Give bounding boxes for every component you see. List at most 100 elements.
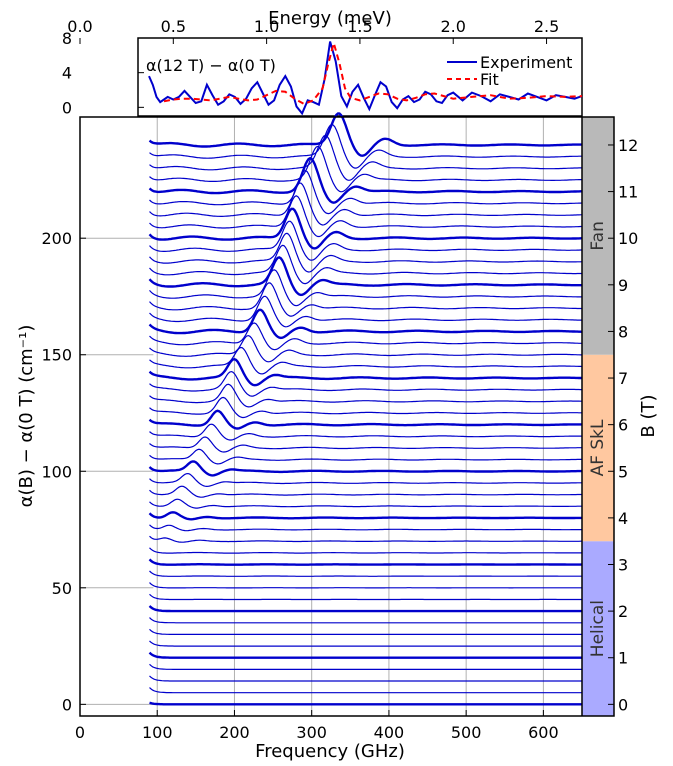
field-tick-label: 0 [618, 695, 628, 714]
field-axis-label: B (T) [638, 394, 659, 437]
field-spectrum-line [149, 370, 582, 397]
field-spectrum-line [149, 472, 582, 488]
field-spectrum-line [149, 617, 582, 624]
field-tick-label: 7 [618, 369, 628, 388]
field-spectrum-line [149, 123, 582, 169]
field-spectrum-line [149, 220, 582, 261]
field-tick-label: 2 [618, 602, 628, 621]
field-spectrum-line [148, 357, 582, 387]
y-tick-label: 150 [41, 346, 72, 365]
main-plot-frame [79, 116, 615, 717]
field-spectrum-line [149, 663, 582, 670]
top-energy-ticks: 0.0 0.5 1.0 1.5 2.0 2.5 [67, 17, 559, 44]
field-spectrum-line [149, 535, 582, 543]
field-spectrum-line [148, 511, 582, 521]
top-plot-frame [137, 37, 583, 117]
phase-band [582, 117, 614, 355]
field-spectrum-line [149, 195, 582, 238]
x-tick-label: 400 [374, 723, 405, 742]
y-tick-label: 50 [52, 579, 72, 598]
field-tick-label: 3 [618, 556, 628, 575]
field-spectrum-line [149, 282, 582, 317]
field-tick-label: 6 [618, 416, 628, 435]
field-spectrum-line [149, 169, 583, 215]
top-tick-label: 0.0 [67, 17, 92, 36]
field-spectrum-line [149, 269, 583, 307]
x-tick-label: 300 [296, 723, 327, 742]
field-spectrum-line [149, 547, 582, 554]
top-panel: 0.0 0.5 1.0 1.5 2.0 2.5 0 4 8 Energy (meV) α(12… [62, 8, 583, 117]
field-spectrum-line [149, 687, 582, 694]
field-spectrum-line [149, 244, 582, 285]
field-tick-label: 4 [618, 509, 628, 528]
phase-bar: Helical AF SkL Fan [582, 117, 614, 716]
legend: Experiment Fit [447, 53, 572, 89]
y-tick-label: 0 [62, 695, 72, 714]
top-y-tick-label: 4 [62, 64, 72, 83]
top-x-axis-label: Energy (meV) [268, 8, 392, 29]
field-tick-label: 1 [618, 649, 628, 668]
phase-label: Helical [588, 600, 608, 657]
top-y-tick-label: 0 [62, 98, 72, 117]
top-tick-label: 1.0 [254, 17, 279, 36]
field-spectrum-line [149, 334, 582, 363]
field-spectrum-line [148, 460, 582, 477]
field-tick-label: 10 [618, 229, 638, 248]
inset-y-label: α(12 T) − α(0 T) [146, 56, 276, 75]
main-y-ticks: 0 50 100 150 200 [41, 229, 86, 714]
field-tick-label: 9 [618, 276, 628, 295]
top-tick-label: 2.0 [441, 17, 466, 36]
field-spectrum-line [148, 605, 582, 613]
top-series [148, 39, 583, 116]
field-spectrum-line [148, 156, 582, 204]
field-spectrum-line [149, 593, 582, 601]
phase-band [582, 541, 614, 716]
field-spectrum-line [149, 640, 582, 647]
x-tick-label: 200 [219, 723, 250, 742]
fit-line [163, 39, 583, 105]
y-tick-label: 200 [41, 229, 72, 248]
field-spectrum-line [149, 346, 583, 375]
top-tick-label: 0.5 [161, 17, 186, 36]
field-spectrum-line [149, 232, 583, 273]
top-y-ticks: 0 4 8 [62, 29, 144, 117]
main-grid [80, 117, 544, 716]
field-spectrum-line [148, 558, 583, 566]
main-x-ticks: 0 100 200 300 400 500 600 [75, 710, 559, 742]
y-tick-label: 100 [41, 462, 72, 481]
field-spectrum-line [149, 436, 582, 453]
field-tick-label: 8 [618, 322, 628, 341]
experiment-line [148, 41, 583, 116]
field-spectrum-line [149, 396, 582, 419]
field-spectrum-line [149, 134, 582, 181]
x-tick-label: 0 [75, 723, 85, 742]
field-spectrum-line [149, 498, 582, 509]
field-tick-label: 12 [618, 136, 638, 155]
top-tick-label: 1.5 [347, 17, 372, 36]
field-spectrum-line [149, 582, 582, 589]
field-spectrum-line [149, 570, 582, 577]
x-tick-label: 500 [451, 723, 482, 742]
field-spectrum-line [149, 524, 582, 532]
field-spectrum-line [149, 701, 582, 706]
field-spectrum-line [148, 112, 582, 157]
field-spectrum-line [148, 308, 583, 340]
field-spectrum-line [149, 628, 582, 635]
x-tick-label: 600 [528, 723, 559, 742]
field-spectrum-line [149, 485, 582, 498]
legend-fit-label: Fit [480, 70, 499, 89]
field-spectrum-line [149, 383, 582, 408]
field-spectrum-line [149, 295, 582, 328]
field-spectrum-line [148, 256, 582, 297]
field-spectrum-line [148, 207, 583, 250]
phase-label: AF SkL [588, 419, 608, 476]
x-tick-label: 100 [142, 723, 173, 742]
top-y-tick-label: 8 [62, 29, 72, 48]
field-tick-label: 5 [618, 462, 628, 481]
field-spectrum-line [149, 145, 582, 193]
field-spectrum-line [149, 423, 582, 441]
field-tick-label: 11 [618, 183, 638, 202]
